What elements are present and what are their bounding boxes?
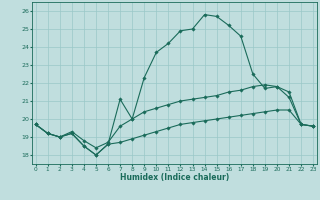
X-axis label: Humidex (Indice chaleur): Humidex (Indice chaleur) — [120, 173, 229, 182]
